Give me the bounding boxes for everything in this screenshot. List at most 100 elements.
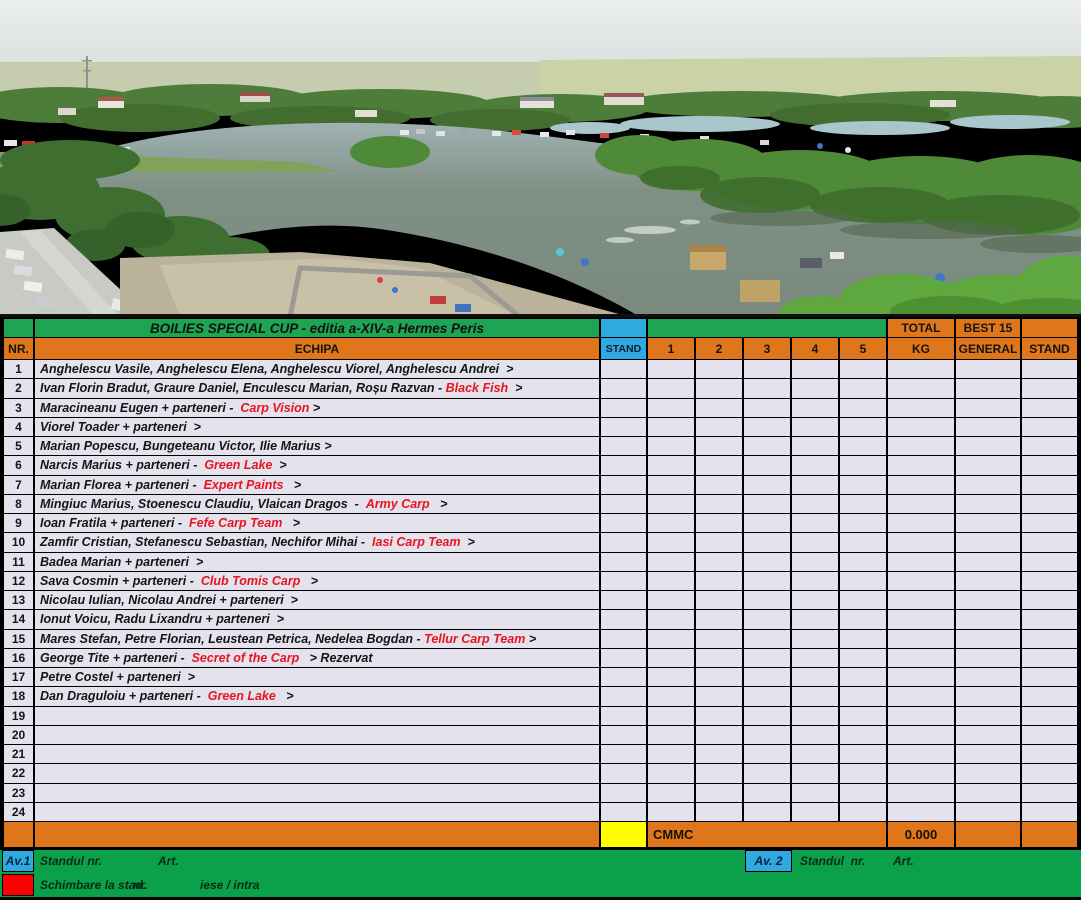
stand-cell[interactable] xyxy=(601,514,648,534)
catch-4-cell[interactable] xyxy=(792,533,840,553)
catch-3-cell[interactable] xyxy=(744,552,792,572)
total-kg-cell[interactable] xyxy=(888,629,956,649)
row-number-cell[interactable]: 24 xyxy=(4,802,35,822)
row-number-cell[interactable]: 10 xyxy=(4,533,35,553)
team-name-cell[interactable]: Ioan Fratila + parteneri - Fefe Carp Tea… xyxy=(35,514,601,534)
team-name-cell[interactable]: Zamfir Cristian, Stefanescu Sebastian, N… xyxy=(35,533,601,553)
stand-right-cell[interactable] xyxy=(1022,725,1077,745)
total-kg-cell[interactable] xyxy=(888,610,956,630)
team-name-cell[interactable]: Ivan Florin Bradut, Graure Daniel, Encul… xyxy=(35,379,601,399)
catch-5-cell[interactable] xyxy=(840,571,888,591)
team-name-cell[interactable]: Dan Draguloiu + parteneri - Green Lake > xyxy=(35,687,601,707)
stand-cell[interactable] xyxy=(601,456,648,476)
row-number-cell[interactable]: 14 xyxy=(4,610,35,630)
catch-4-cell[interactable] xyxy=(792,417,840,437)
catch-3-cell[interactable] xyxy=(744,437,792,457)
catch-5-cell[interactable] xyxy=(840,494,888,514)
total-kg-cell[interactable] xyxy=(888,475,956,495)
catch-3-cell[interactable] xyxy=(744,475,792,495)
catch-3-cell[interactable] xyxy=(744,687,792,707)
catch-1-cell[interactable] xyxy=(648,591,696,611)
catch-5-cell[interactable] xyxy=(840,456,888,476)
catch-3-cell[interactable] xyxy=(744,379,792,399)
catch-1-cell[interactable] xyxy=(648,571,696,591)
catch-4-cell[interactable] xyxy=(792,514,840,534)
catch-2-cell[interactable] xyxy=(696,706,744,726)
catch-5-cell[interactable] xyxy=(840,783,888,803)
stand-cell[interactable] xyxy=(601,494,648,514)
row-number-cell[interactable]: 11 xyxy=(4,552,35,572)
catch-2-cell[interactable] xyxy=(696,610,744,630)
catch-2-cell[interactable] xyxy=(696,668,744,688)
catch-5-cell[interactable] xyxy=(840,398,888,418)
best15-cell[interactable] xyxy=(956,494,1022,514)
team-name-cell[interactable] xyxy=(35,764,601,784)
catch-2-cell[interactable] xyxy=(696,437,744,457)
competition-title[interactable]: BOILIES SPECIAL CUP - editia a-XIV-a Her… xyxy=(35,319,601,338)
team-name-cell[interactable]: George Tite + parteneri - Secret of the … xyxy=(35,648,601,668)
catch-4-cell[interactable] xyxy=(792,571,840,591)
catch-1-cell[interactable] xyxy=(648,552,696,572)
catch-2-cell[interactable] xyxy=(696,764,744,784)
catch-1-cell[interactable] xyxy=(648,706,696,726)
row-number-cell[interactable]: 13 xyxy=(4,591,35,611)
stand-cell[interactable] xyxy=(601,533,648,553)
row-number-cell[interactable]: 7 xyxy=(4,475,35,495)
row-number-cell[interactable]: 3 xyxy=(4,398,35,418)
best15-cell[interactable] xyxy=(956,514,1022,534)
row-number-cell[interactable]: 9 xyxy=(4,514,35,534)
catch-1-cell[interactable] xyxy=(648,398,696,418)
stand-right-cell[interactable] xyxy=(1022,437,1077,457)
catch-4-cell[interactable] xyxy=(792,552,840,572)
catch-3-cell[interactable] xyxy=(744,456,792,476)
catch-1-cell[interactable] xyxy=(648,360,696,380)
stand-right-cell[interactable] xyxy=(1022,629,1077,649)
stand-cell[interactable] xyxy=(601,802,648,822)
stand-cell[interactable] xyxy=(601,629,648,649)
catch-2-cell[interactable] xyxy=(696,360,744,380)
catches-top-cell[interactable] xyxy=(648,319,888,338)
best15-cell[interactable] xyxy=(956,706,1022,726)
stand-cell[interactable] xyxy=(601,610,648,630)
row-number-cell[interactable]: 8 xyxy=(4,494,35,514)
total-kg-cell[interactable] xyxy=(888,494,956,514)
catch-4-cell[interactable] xyxy=(792,475,840,495)
summary-stand-cell[interactable] xyxy=(601,822,648,848)
catch-5-cell[interactable] xyxy=(840,552,888,572)
total-kg-cell[interactable] xyxy=(888,533,956,553)
catch-3-cell[interactable] xyxy=(744,533,792,553)
catch-5-cell[interactable] xyxy=(840,591,888,611)
catch-1-cell[interactable] xyxy=(648,725,696,745)
stand-right-cell[interactable] xyxy=(1022,456,1077,476)
av2-badge[interactable]: Av. 2 xyxy=(745,850,792,872)
catch-1-cell[interactable] xyxy=(648,494,696,514)
catch-2-cell[interactable] xyxy=(696,591,744,611)
catch-5-cell[interactable] xyxy=(840,610,888,630)
catch-5-cell[interactable] xyxy=(840,668,888,688)
row-number-cell[interactable]: 15 xyxy=(4,629,35,649)
catch-3-cell[interactable] xyxy=(744,802,792,822)
catch-2-cell[interactable] xyxy=(696,379,744,399)
col-header-general[interactable]: GENERAL xyxy=(956,338,1022,360)
catch-4-cell[interactable] xyxy=(792,360,840,380)
catch-3-cell[interactable] xyxy=(744,648,792,668)
best15-cell[interactable] xyxy=(956,629,1022,649)
catch-2-cell[interactable] xyxy=(696,802,744,822)
best15-cell[interactable] xyxy=(956,668,1022,688)
catch-3-cell[interactable] xyxy=(744,725,792,745)
catch-5-cell[interactable] xyxy=(840,802,888,822)
av1-badge[interactable]: Av.1 xyxy=(2,850,34,872)
col-header-stand[interactable]: STAND xyxy=(601,338,648,360)
catch-5-cell[interactable] xyxy=(840,745,888,765)
catch-2-cell[interactable] xyxy=(696,417,744,437)
stand-right-cell[interactable] xyxy=(1022,533,1077,553)
total-kg-cell[interactable] xyxy=(888,668,956,688)
stand-right-cell[interactable] xyxy=(1022,379,1077,399)
catch-5-cell[interactable] xyxy=(840,417,888,437)
catch-4-cell[interactable] xyxy=(792,398,840,418)
catch-4-cell[interactable] xyxy=(792,456,840,476)
total-kg-cell[interactable] xyxy=(888,552,956,572)
catch-3-cell[interactable] xyxy=(744,629,792,649)
total-kg-sum-cell[interactable]: 0.000 xyxy=(888,822,956,848)
catch-2-cell[interactable] xyxy=(696,783,744,803)
